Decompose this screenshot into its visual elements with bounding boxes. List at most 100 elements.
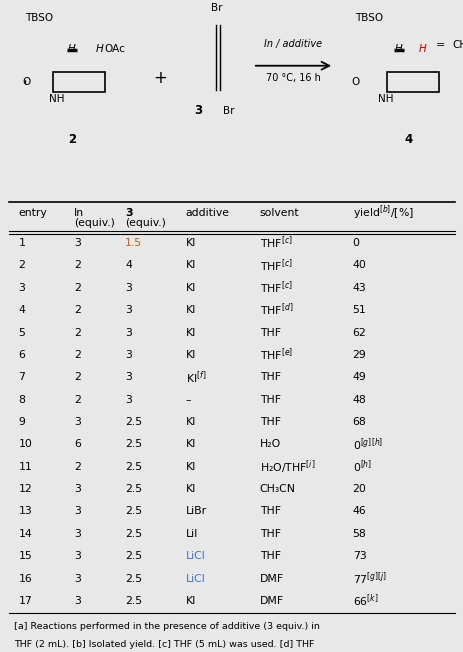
Text: 2: 2 bbox=[19, 260, 25, 271]
Text: NH: NH bbox=[49, 94, 64, 104]
Text: 13: 13 bbox=[19, 507, 32, 516]
Text: H: H bbox=[394, 44, 402, 54]
Text: 5: 5 bbox=[19, 327, 25, 338]
Text: 6: 6 bbox=[19, 350, 25, 360]
Text: Br: Br bbox=[211, 3, 222, 13]
Text: solvent: solvent bbox=[259, 208, 299, 218]
Text: 2: 2 bbox=[68, 133, 76, 146]
Text: THF (2 mL). [b] Isolated yield. [c] THF (5 mL) was used. [d] THF: THF (2 mL). [b] Isolated yield. [c] THF … bbox=[14, 640, 313, 649]
Text: 3: 3 bbox=[74, 529, 81, 539]
Text: 9: 9 bbox=[19, 417, 25, 427]
Text: 3: 3 bbox=[125, 350, 132, 360]
Text: 10: 10 bbox=[19, 439, 32, 449]
Text: 2.5: 2.5 bbox=[125, 462, 142, 471]
Text: KI: KI bbox=[185, 260, 195, 271]
Text: 11: 11 bbox=[19, 462, 32, 471]
Text: 2.5: 2.5 bbox=[125, 484, 142, 494]
Text: 48: 48 bbox=[352, 394, 366, 405]
Text: 15: 15 bbox=[19, 551, 32, 561]
Text: 0$^{[g]}$$^{[h]}$: 0$^{[g]}$$^{[h]}$ bbox=[352, 436, 382, 452]
Text: 73: 73 bbox=[352, 551, 366, 561]
Text: NH: NH bbox=[377, 94, 393, 104]
Text: 12: 12 bbox=[19, 484, 32, 494]
Text: LiCl: LiCl bbox=[185, 551, 205, 561]
Text: THF: THF bbox=[259, 417, 280, 427]
Text: KI: KI bbox=[185, 439, 195, 449]
Text: 3: 3 bbox=[74, 238, 81, 248]
Text: 2.5: 2.5 bbox=[125, 596, 142, 606]
Text: THF: THF bbox=[259, 327, 280, 338]
Text: 2: 2 bbox=[74, 327, 81, 338]
Text: 2: 2 bbox=[74, 350, 81, 360]
Text: 40: 40 bbox=[352, 260, 366, 271]
Text: 3: 3 bbox=[125, 327, 132, 338]
Text: 3: 3 bbox=[74, 551, 81, 561]
Text: 77$^{[g]}$$^{[j]}$: 77$^{[g]}$$^{[j]}$ bbox=[352, 570, 386, 587]
Text: KI: KI bbox=[185, 462, 195, 471]
Text: THF$^{[c]}$: THF$^{[c]}$ bbox=[259, 280, 292, 296]
Text: THF: THF bbox=[259, 507, 280, 516]
Text: 20: 20 bbox=[352, 484, 366, 494]
Text: In / additive: In / additive bbox=[263, 39, 322, 49]
Text: THF$^{[e]}$: THF$^{[e]}$ bbox=[259, 347, 293, 363]
Text: 2.5: 2.5 bbox=[125, 417, 142, 427]
Text: 51: 51 bbox=[352, 305, 366, 315]
Text: 2.5: 2.5 bbox=[125, 507, 142, 516]
Text: THF: THF bbox=[259, 529, 280, 539]
Text: KI: KI bbox=[185, 596, 195, 606]
Text: 3: 3 bbox=[193, 104, 201, 117]
Text: DMF: DMF bbox=[259, 574, 283, 584]
Text: 3: 3 bbox=[74, 507, 81, 516]
Text: 2: 2 bbox=[74, 305, 81, 315]
Text: 29: 29 bbox=[352, 350, 366, 360]
Text: 3: 3 bbox=[125, 372, 132, 382]
Text: 2.5: 2.5 bbox=[125, 529, 142, 539]
Text: KI: KI bbox=[185, 484, 195, 494]
Text: H₂O/THF$^{[i]}$: H₂O/THF$^{[i]}$ bbox=[259, 458, 314, 475]
Text: 4: 4 bbox=[125, 260, 132, 271]
Text: 66$^{[k]}$: 66$^{[k]}$ bbox=[352, 593, 377, 609]
Text: 68: 68 bbox=[352, 417, 366, 427]
Text: [a] Reactions performed in the presence of additive (3 equiv.) in: [a] Reactions performed in the presence … bbox=[14, 622, 319, 631]
Text: LiBr: LiBr bbox=[185, 507, 206, 516]
Text: THF$^{[d]}$: THF$^{[d]}$ bbox=[259, 302, 293, 318]
Text: 3: 3 bbox=[125, 283, 132, 293]
Text: H: H bbox=[96, 44, 103, 54]
Text: H: H bbox=[418, 44, 425, 54]
Text: O: O bbox=[351, 77, 359, 87]
Text: CH₃CN: CH₃CN bbox=[259, 484, 295, 494]
Text: 6: 6 bbox=[74, 439, 81, 449]
Text: yield$^{[b]}$/[%]: yield$^{[b]}$/[%] bbox=[352, 203, 413, 222]
Text: 1: 1 bbox=[19, 238, 25, 248]
Text: 3: 3 bbox=[74, 596, 81, 606]
Text: LiI: LiI bbox=[185, 529, 198, 539]
Text: entry: entry bbox=[19, 208, 47, 218]
Text: THF: THF bbox=[259, 394, 280, 405]
Text: DMF: DMF bbox=[259, 596, 283, 606]
Text: 2: 2 bbox=[74, 462, 81, 471]
Text: LiCl: LiCl bbox=[185, 574, 205, 584]
Text: KI$^{[f]}$: KI$^{[f]}$ bbox=[185, 369, 206, 385]
Text: 70 °C, 16 h: 70 °C, 16 h bbox=[265, 73, 320, 83]
Text: THF: THF bbox=[259, 551, 280, 561]
Text: 3: 3 bbox=[125, 305, 132, 315]
Text: THF$^{[c]}$: THF$^{[c]}$ bbox=[259, 235, 292, 252]
Text: 7: 7 bbox=[19, 372, 25, 382]
Text: 2.5: 2.5 bbox=[125, 574, 142, 584]
Text: 3: 3 bbox=[74, 417, 81, 427]
Text: KI: KI bbox=[185, 283, 195, 293]
Text: THF: THF bbox=[259, 372, 280, 382]
Text: OAc: OAc bbox=[104, 44, 125, 54]
Text: 49: 49 bbox=[352, 372, 366, 382]
Text: –: – bbox=[185, 394, 191, 405]
Text: +: + bbox=[153, 69, 167, 87]
Text: 4: 4 bbox=[19, 305, 25, 315]
Text: 58: 58 bbox=[352, 529, 366, 539]
Text: 3: 3 bbox=[125, 208, 132, 218]
Text: 16: 16 bbox=[19, 574, 32, 584]
Text: KI: KI bbox=[185, 305, 195, 315]
Text: 46: 46 bbox=[352, 507, 366, 516]
Text: 3: 3 bbox=[74, 574, 81, 584]
Text: 2.5: 2.5 bbox=[125, 551, 142, 561]
Text: 3: 3 bbox=[125, 394, 132, 405]
